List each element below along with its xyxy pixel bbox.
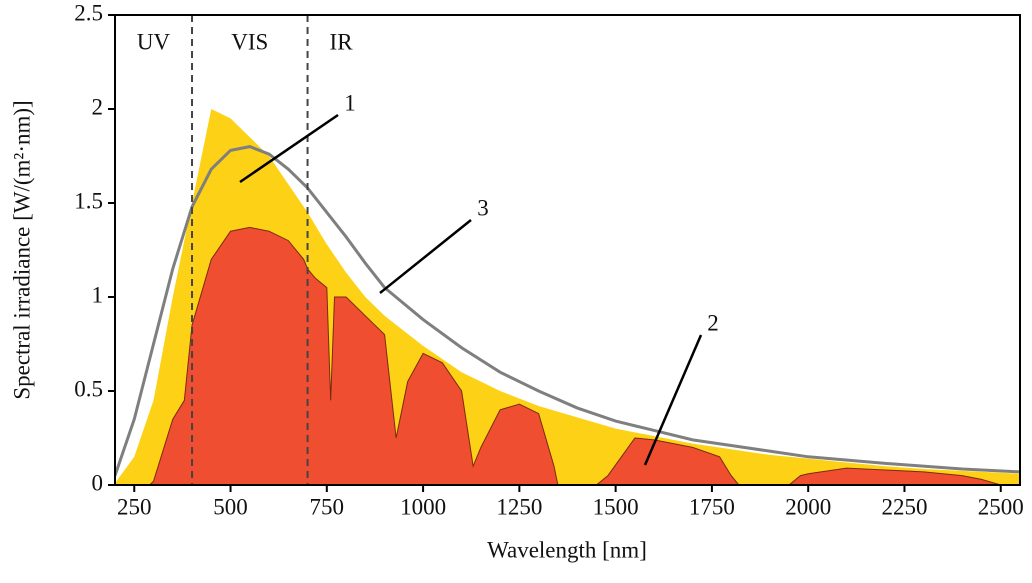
series-label: 3 <box>477 195 489 220</box>
region-label: IR <box>330 29 354 54</box>
y-tick-label: 0.5 <box>74 376 103 401</box>
x-tick-label: 1500 <box>593 494 639 519</box>
x-tick-label: 1750 <box>689 494 735 519</box>
area <box>148 226 1001 485</box>
y-tick-label: 0 <box>92 470 104 495</box>
line <box>115 145 1020 477</box>
y-tick-label: 2.5 <box>74 0 103 25</box>
x-tick-label: 1250 <box>496 494 542 519</box>
leader-line <box>239 113 339 184</box>
x-axis-label: Wavelength [nm] <box>487 537 647 562</box>
x-tick-label: 2500 <box>978 494 1024 519</box>
x-tick-label: 2250 <box>881 494 927 519</box>
x-tick-label: 750 <box>310 494 345 519</box>
y-axis-label: Spectral irradiance [W/(m²·nm)] <box>9 100 34 399</box>
leader-line <box>379 219 472 294</box>
x-tick-label: 2000 <box>785 494 831 519</box>
y-tick-label: 1 <box>92 282 104 307</box>
plot-frame <box>114 14 1021 486</box>
region-label: UV <box>137 29 171 54</box>
y-tick-label: 2 <box>92 94 104 119</box>
leader-line <box>643 334 703 466</box>
x-tick-label: 1000 <box>400 494 446 519</box>
series-label: 1 <box>344 90 356 115</box>
series-label: 2 <box>707 310 719 335</box>
x-tick-label: 250 <box>117 494 152 519</box>
x-tick-label: 500 <box>213 494 248 519</box>
y-tick-label: 1.5 <box>74 188 103 213</box>
region-label: VIS <box>231 29 268 54</box>
